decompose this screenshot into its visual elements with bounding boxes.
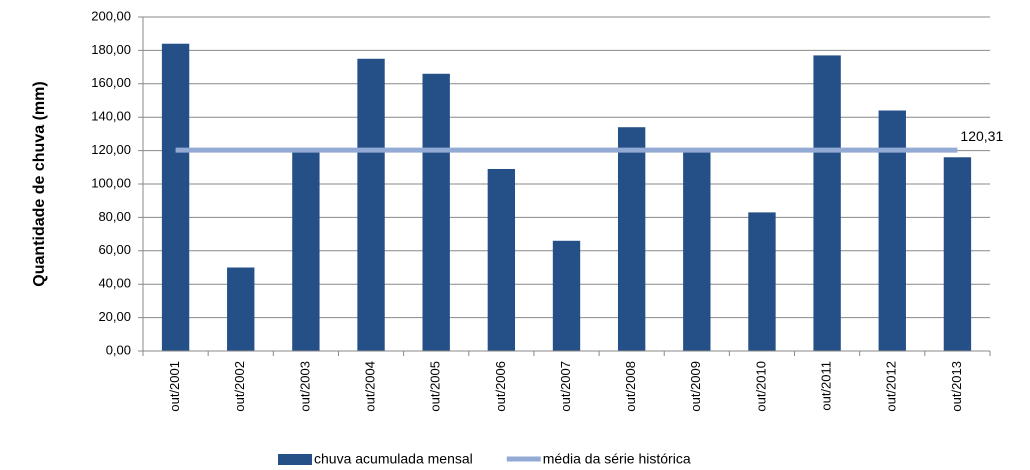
x-tick-label: out/2011	[819, 361, 834, 411]
x-tick-label: out/2003	[297, 361, 312, 412]
bar	[161, 43, 190, 351]
y-tick-label: 140,00	[91, 109, 131, 124]
bar	[813, 55, 841, 351]
bar	[878, 110, 906, 352]
y-tick-label: 60,00	[98, 242, 131, 257]
bar	[617, 127, 646, 351]
bar	[422, 73, 450, 351]
x-tick-label: out/2001	[167, 361, 182, 412]
legend-swatch	[278, 454, 312, 465]
y-tick-label: 40,00	[98, 276, 131, 291]
y-tick-label: 20,00	[98, 309, 131, 324]
bar	[357, 58, 385, 351]
bar	[943, 157, 972, 351]
x-tick-label: out/2012	[884, 361, 899, 412]
y-tick-label: 0,00	[106, 342, 131, 357]
bar	[748, 212, 776, 351]
x-tick-label: out/2006	[493, 361, 508, 412]
data-label: 120,31	[960, 128, 1003, 144]
y-tick-label: 200,00	[91, 8, 131, 23]
y-axis-title: Quantidade de chuva (mm)	[31, 81, 48, 286]
legend-label: média da série histórica	[543, 451, 691, 467]
x-tick-label: out/2002	[232, 361, 247, 412]
y-tick-label: 80,00	[98, 209, 131, 224]
y-tick-label: 100,00	[91, 175, 131, 190]
bar	[683, 152, 711, 351]
y-tick-label: 180,00	[91, 42, 131, 57]
legend-label: chuva acumulada mensal	[314, 451, 473, 467]
x-tick-label: out/2007	[558, 361, 573, 412]
bar	[487, 168, 516, 351]
y-tick-label: 120,00	[91, 142, 131, 157]
bar	[552, 240, 581, 351]
bar	[292, 150, 320, 351]
y-tick-label: 160,00	[91, 75, 131, 90]
x-tick-label: out/2010	[753, 361, 768, 412]
x-tick-label: out/2013	[949, 361, 964, 412]
x-tick-label: out/2005	[428, 361, 443, 412]
x-tick-label: out/2009	[688, 361, 703, 412]
bar	[227, 267, 255, 351]
x-tick-label: out/2008	[623, 361, 638, 412]
x-tick-label: out/2004	[362, 361, 377, 412]
